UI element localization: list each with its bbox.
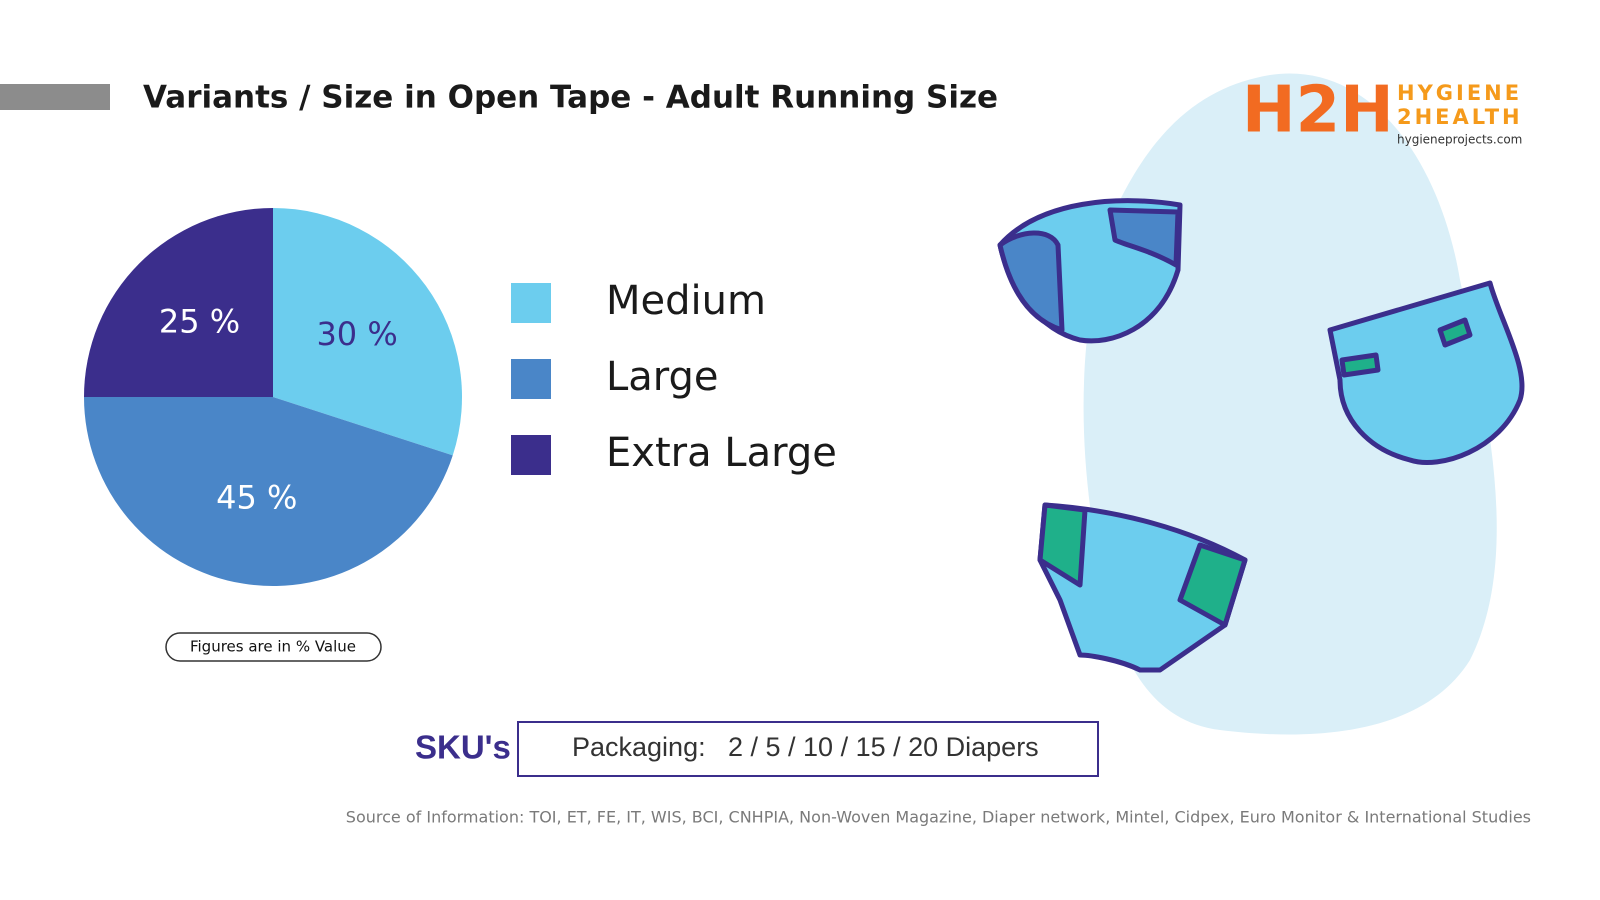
sku-box [517, 721, 1099, 777]
sku-packaging-value: 2 / 5 / 10 / 15 / 20 Diapers [728, 732, 1039, 762]
pie-slice [83, 397, 453, 586]
value-label: 45 % [216, 479, 297, 517]
value-label: 30 % [316, 315, 397, 353]
legend-label: Medium [606, 278, 766, 324]
pie-slice [273, 208, 462, 456]
decoration [997, 73, 1525, 735]
logo-mark: H2H [1242, 74, 1394, 148]
pie-slice [84, 208, 273, 397]
logo-line: HYGIENE [1397, 81, 1522, 105]
logo-url: hygieneprojects.com [1397, 133, 1522, 147]
logo-line: 2HEALTH [1397, 105, 1523, 129]
source: Source of Information: TOI, ET, FE, IT, … [346, 808, 1531, 827]
note: Figures are in % Value [190, 638, 356, 656]
legend-swatch [511, 283, 551, 323]
note-pill [165, 632, 382, 662]
legend-label: Extra Large [606, 430, 837, 476]
sku-label: SKU's [415, 729, 511, 766]
value-label: 25 % [159, 302, 240, 340]
chart-title: Variants / Size in Open Tape - Adult Run… [143, 80, 998, 116]
sku-packaging-label: Packaging: [572, 732, 706, 762]
title-bar [0, 84, 110, 110]
legend-swatch [511, 435, 551, 475]
legend-swatch [511, 359, 551, 399]
legend-label: Large [606, 354, 719, 400]
